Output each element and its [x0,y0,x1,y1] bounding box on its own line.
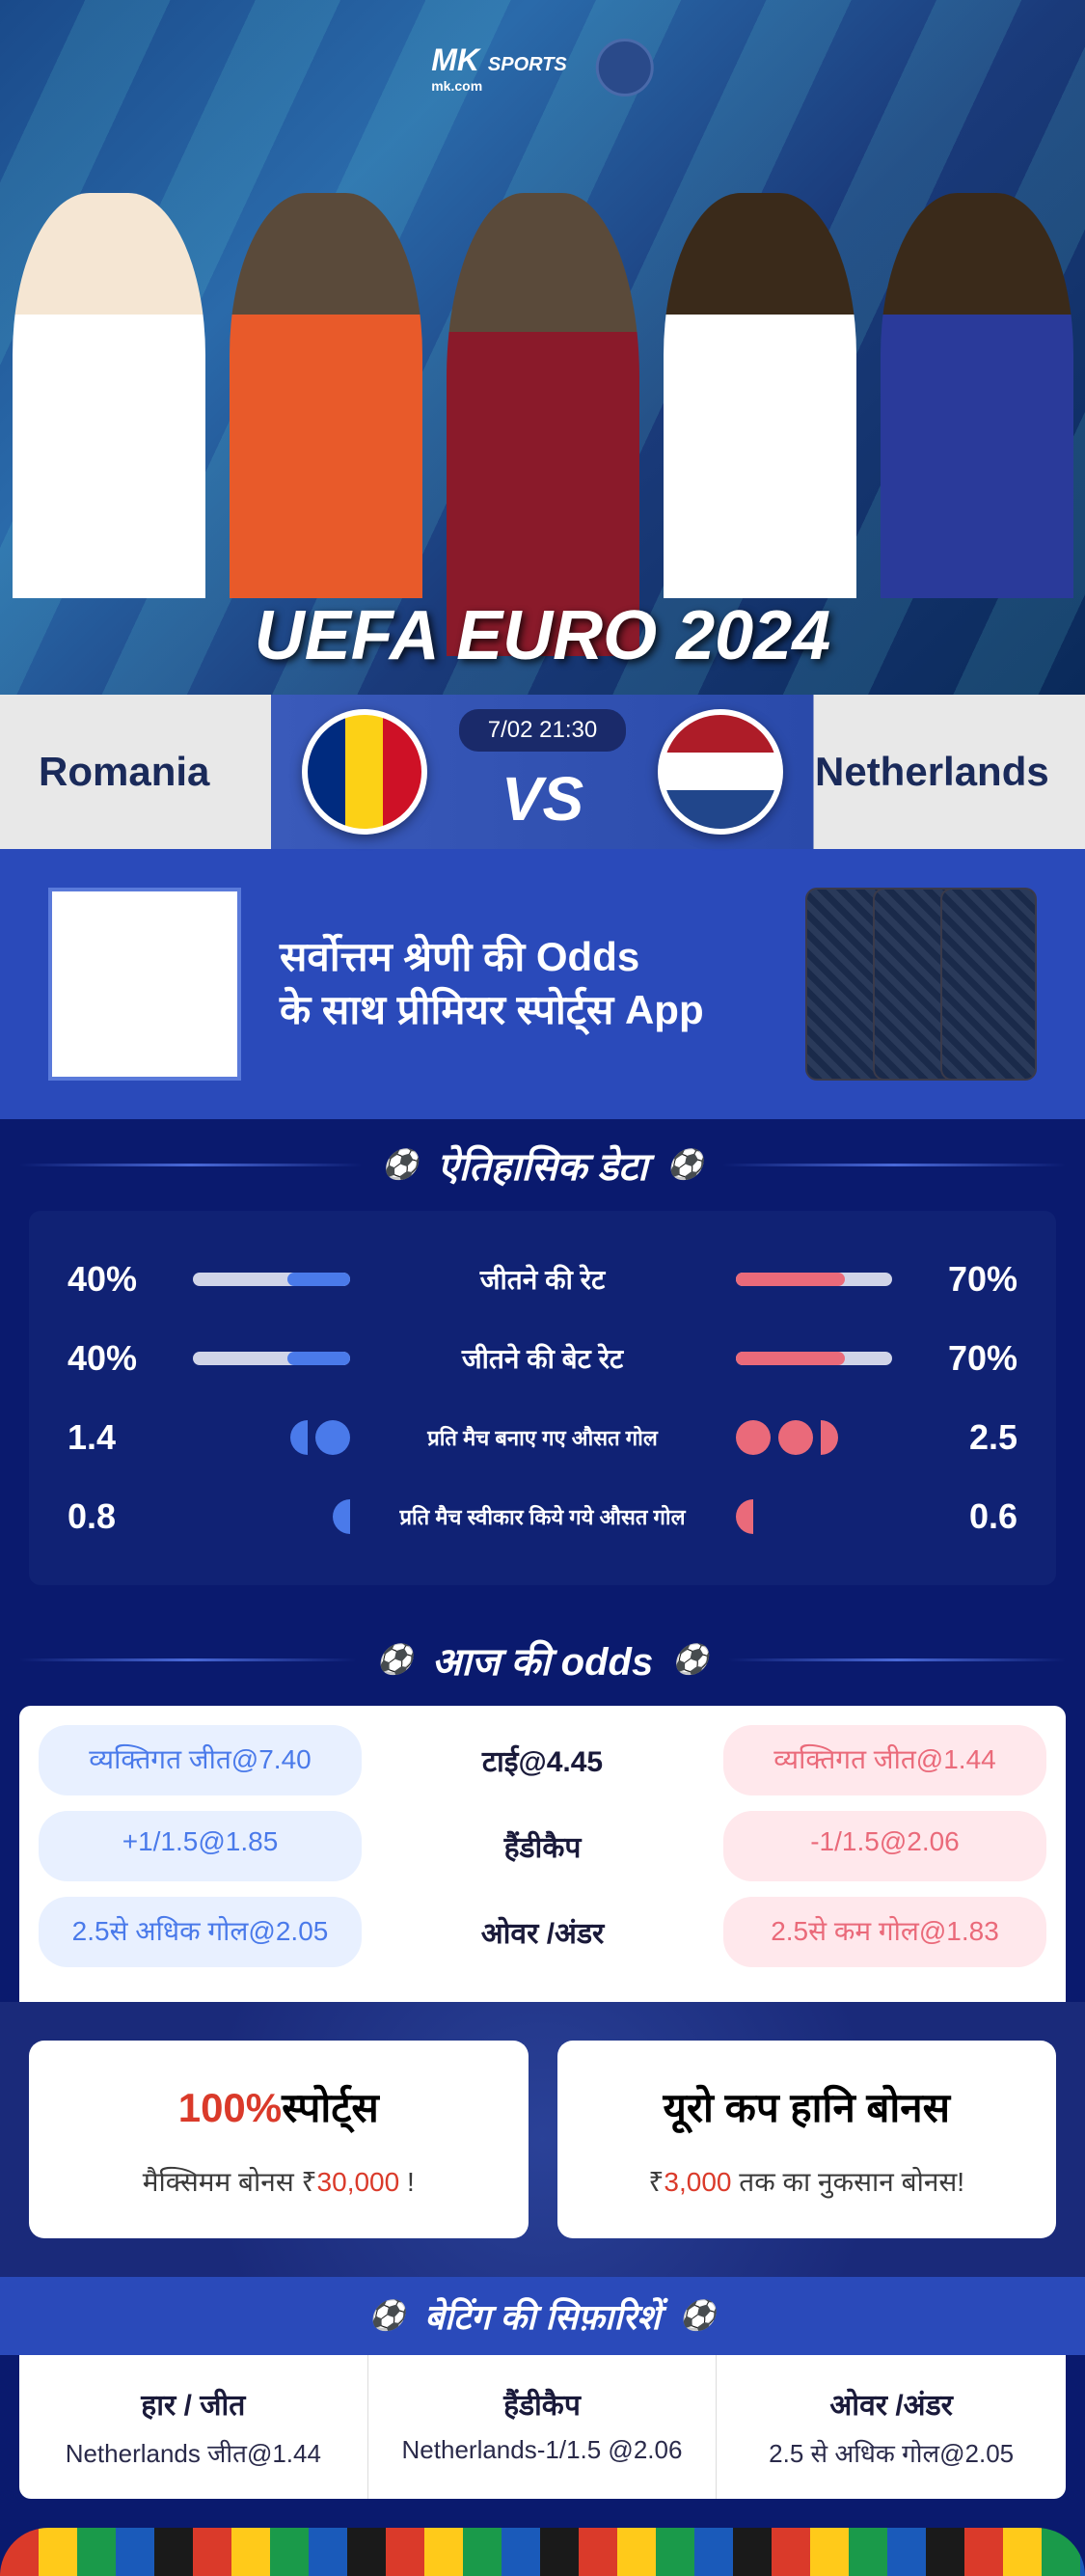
historical-header: ⚽ ऐतिहासिक डेटा ⚽ [0,1119,1085,1211]
stat-label: जीतने की रेट [379,1261,707,1298]
logo-sup: SPORTS [488,54,567,75]
bonus-subtitle: मैक्सिमम बोनस ₹30,000 ! [58,2163,500,2200]
promo-line1: सर्वोत्तम श्रेणी की Odds [280,931,796,984]
rec-value: Netherlands जीत@1.44 [39,2435,348,2470]
odds-pill-right[interactable]: 2.5से कम गोल@1.83 [723,1897,1046,1967]
hero-banner: MK SPORTS mk.com UEFA EURO 2024 [0,0,1085,695]
recs-title: बेटिंग की सिफ़ारिशें [424,2292,661,2340]
promo-line2: के साथ प्रीमियर स्पोर्ट्स App [280,984,796,1037]
odds-row: +1/1.5@1.85 हैंडीकैप -1/1.5@2.06 [39,1811,1046,1881]
logo-sub: mk.com [431,78,567,94]
vs-label: VS [459,763,626,835]
odds-block: व्यक्तिगत जीत@7.40 टाई@4.45 व्यक्तिगत जी… [19,1706,1066,2002]
stat-label: प्रति मैच स्वीकार किये गये औसत गोल [379,1502,707,1531]
players-graphic [0,135,1085,598]
bonus-pct: 100% [178,2085,282,2130]
bonus-amount: 30,000 [317,2167,400,2197]
ball-icon: ⚽ [376,1643,412,1677]
footer-stripe [0,2528,1085,2576]
hero-title: UEFA EURO 2024 [0,596,1085,675]
stat-right-val: 2.5 [921,1417,1017,1458]
stat-row: 40% जीतने की रेट 70% [68,1240,1017,1319]
recs-block: हार / जीत Netherlands जीत@1.44 हैंडीकैप … [19,2355,1066,2499]
stat-right-val: 0.6 [921,1496,1017,1537]
logo-bar: MK SPORTS mk.com [431,39,654,96]
promo-text: सर्वोत्तम श्रेणी की Odds के साथ प्रीमियर… [280,931,796,1036]
bonus-title: 100%स्पोर्ट्स [58,2079,500,2134]
historical-title: ऐतिहासिक डेटा [437,1138,647,1192]
stat-label: जीतने की बेट रेट [379,1340,707,1377]
stat-row: 1.4 प्रति मैच बनाए गए औसत गोल 2.5 [68,1398,1017,1477]
match-bar: Romania 7/02 21:30 VS Netherlands [0,695,1085,849]
rec-label: हैंडीकैप [388,2384,697,2424]
goal-icons-left [193,1420,350,1455]
rec-value: 2.5 से अधिक गोल@2.05 [736,2435,1046,2470]
bonus-amount: 3,000 [664,2167,731,2197]
ball-icon: ⚽ [680,2299,716,2333]
historical-stats: 40% जीतने की रेट 70% 40% जीतने की बेट रे… [29,1211,1056,1585]
bonus-card-sports[interactable]: 100%स्पोर्ट्स मैक्सिमम बोनस ₹30,000 ! [29,2041,529,2238]
stat-row: 40% जीतने की बेट रेट 70% [68,1319,1017,1398]
stat-left-bar [193,1352,350,1365]
odds-pill-left[interactable]: 2.5से अधिक गोल@2.05 [39,1897,362,1967]
stat-right-val: 70% [921,1338,1017,1379]
recs-header: ⚽ बेटिंग की सिफ़ारिशें ⚽ [0,2277,1085,2355]
team-b-name: Netherlands [815,749,1046,795]
odds-center[interactable]: टाई@4.45 [381,1725,704,1795]
match-datetime: 7/02 21:30 [459,709,626,752]
odds-pill-right[interactable]: -1/1.5@2.06 [723,1811,1046,1881]
phones-graphic [834,888,1037,1081]
ball-icon: ⚽ [382,1148,418,1182]
mk-sports-logo: MK SPORTS mk.com [431,42,567,94]
bonus-block: 100%स्पोर्ट्स मैक्सिमम बोनस ₹30,000 ! यू… [0,2002,1085,2277]
stat-left-val: 1.4 [68,1417,164,1458]
rec-cell[interactable]: ओवर /अंडर 2.5 से अधिक गोल@2.05 [717,2355,1066,2499]
qr-code-icon[interactable] [48,888,241,1081]
odds-title: आज की odds [432,1633,653,1686]
bonus-sub-post: तक का नुकसान बोनस! [732,2167,965,2197]
bonus-title-rest: स्पोर्ट्स [282,2085,379,2130]
bonus-sub-post: ! [399,2167,415,2197]
stat-right-bar [736,1273,893,1286]
odds-header: ⚽ आज की odds ⚽ [0,1614,1085,1706]
stat-left-val: 40% [68,1338,164,1379]
odds-row: 2.5से अधिक गोल@2.05 ओवर /अंडर 2.5से कम ग… [39,1897,1046,1967]
stat-right-val: 70% [921,1259,1017,1300]
stat-left-bar [193,1273,350,1286]
rec-cell[interactable]: हैंडीकैप Netherlands-1/1.5 @2.06 [368,2355,718,2499]
ball-icon: ⚽ [667,1148,703,1182]
rec-label: हार / जीत [39,2384,348,2424]
stat-left-val: 40% [68,1259,164,1300]
bonus-sub-pre: मैक्सिमम बोनस ₹ [143,2167,317,2197]
bonus-card-euro[interactable]: यूरो कप हानि बोनस ₹3,000 तक का नुकसान बो… [557,2041,1057,2238]
stat-label: प्रति मैच बनाए गए औसत गोल [379,1423,707,1452]
rec-cell[interactable]: हार / जीत Netherlands जीत@1.44 [19,2355,368,2499]
ball-icon: ⚽ [369,2299,405,2333]
stat-left-val: 0.8 [68,1496,164,1537]
logo-main: MK [431,42,479,77]
odds-center: ओवर /अंडर [381,1897,704,1967]
netherlands-flag-icon [658,709,783,835]
app-promo: सर्वोत्तम श्रेणी की Odds के साथ प्रीमियर… [0,849,1085,1119]
odds-center: हैंडीकैप [381,1811,704,1881]
bonus-title: यूरो कप हानि बोनस [586,2079,1028,2134]
team-a-name: Romania [39,749,270,795]
rec-value: Netherlands-1/1.5 @2.06 [388,2435,697,2465]
bonus-subtitle: ₹3,000 तक का नुकसान बोनस! [586,2163,1028,2200]
odds-pill-left[interactable]: व्यक्तिगत जीत@7.40 [39,1725,362,1795]
goal-icons-right [736,1499,893,1534]
stat-right-bar [736,1352,893,1365]
vs-block: 7/02 21:30 VS [459,709,626,835]
odds-pill-right[interactable]: व्यक्तिगत जीत@1.44 [723,1725,1046,1795]
ball-icon: ⚽ [672,1643,708,1677]
stat-row: 0.8 प्रति मैच स्वीकार किये गये औसत गोल 0… [68,1477,1017,1556]
rec-label: ओवर /अंडर [736,2384,1046,2424]
goal-icons-left [193,1499,350,1534]
club-badge-icon [596,39,654,96]
odds-row: व्यक्तिगत जीत@7.40 टाई@4.45 व्यक्तिगत जी… [39,1725,1046,1795]
romania-flag-icon [302,709,427,835]
bonus-sub-pre: ₹ [648,2167,664,2197]
goal-icons-right [736,1420,893,1455]
odds-pill-left[interactable]: +1/1.5@1.85 [39,1811,362,1881]
